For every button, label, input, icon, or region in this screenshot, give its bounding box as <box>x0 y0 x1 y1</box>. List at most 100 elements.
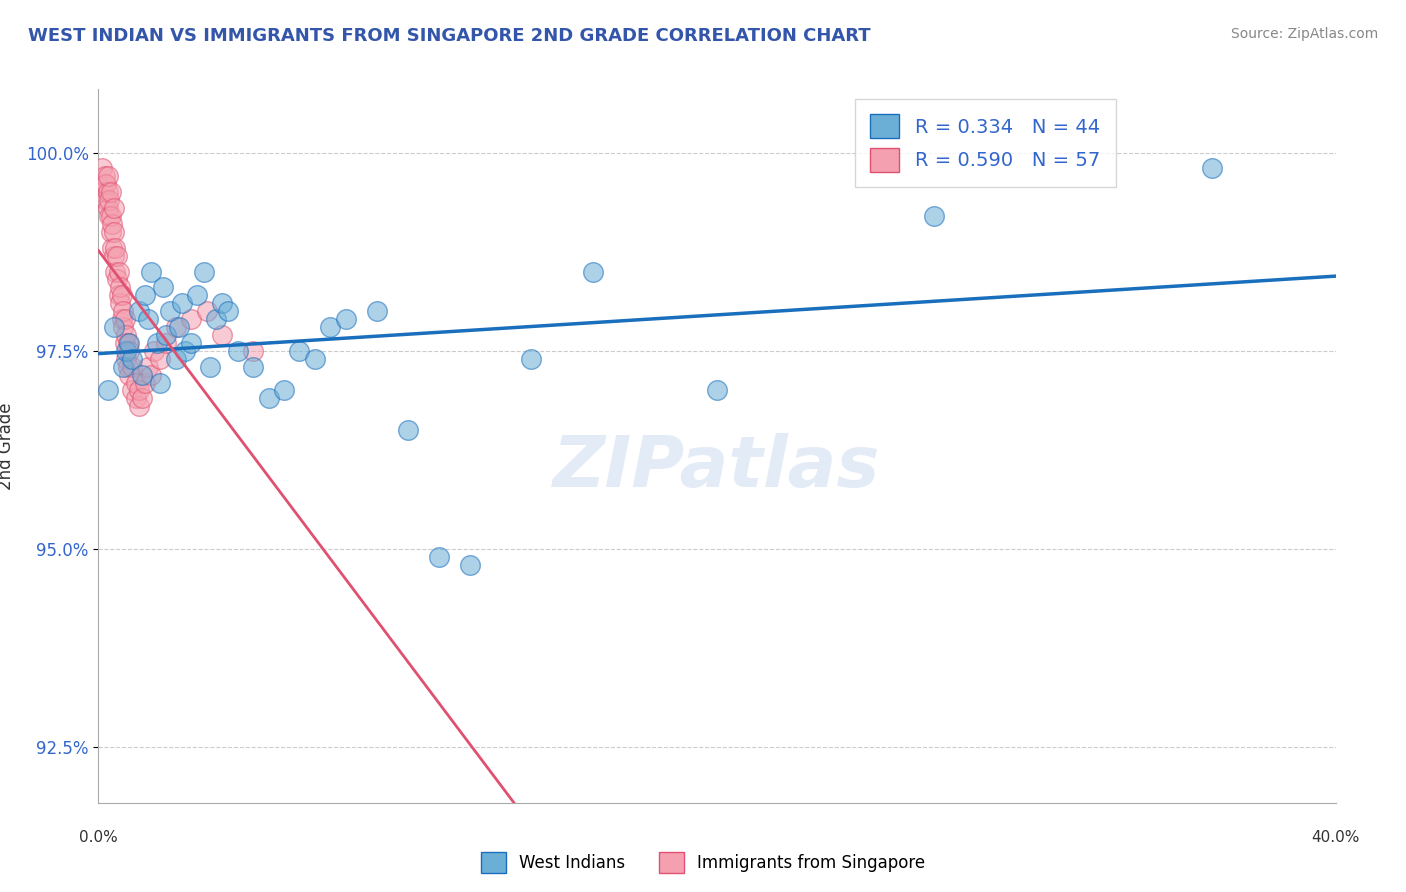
Point <box>186 288 208 302</box>
Point <box>193 264 215 278</box>
Point <box>111 312 132 326</box>
Point <box>143 343 166 358</box>
Point <box>100 225 122 239</box>
Point <box>139 368 162 382</box>
Point <box>195 304 218 318</box>
Point <box>98 209 121 223</box>
Text: 0.0%: 0.0% <box>79 830 118 845</box>
Point <box>103 201 125 215</box>
Point <box>155 335 177 350</box>
Point <box>226 343 249 358</box>
Point <box>112 320 135 334</box>
Point <box>111 288 132 302</box>
Point <box>101 241 124 255</box>
Point <box>174 343 197 358</box>
Point <box>165 351 187 366</box>
Point <box>97 201 120 215</box>
Point <box>146 335 169 350</box>
Point <box>97 186 120 200</box>
Point <box>128 400 150 414</box>
Point <box>117 359 139 374</box>
Text: WEST INDIAN VS IMMIGRANTS FROM SINGAPORE 2ND GRADE CORRELATION CHART: WEST INDIAN VS IMMIGRANTS FROM SINGAPORE… <box>28 27 870 45</box>
Point <box>170 296 193 310</box>
Legend: R = 0.334   N = 44, R = 0.590   N = 57: R = 0.334 N = 44, R = 0.590 N = 57 <box>855 99 1115 187</box>
Point <box>458 558 481 572</box>
Point <box>104 241 127 255</box>
Point <box>107 264 129 278</box>
Point <box>167 320 190 334</box>
Point <box>121 359 143 374</box>
Point <box>96 178 118 192</box>
Point <box>136 359 159 374</box>
Point <box>257 392 280 406</box>
Point <box>396 423 419 437</box>
Point <box>706 384 728 398</box>
Text: 40.0%: 40.0% <box>1312 830 1360 845</box>
Point <box>242 343 264 358</box>
Point <box>121 351 143 366</box>
Point <box>103 225 125 239</box>
Point <box>335 312 357 326</box>
Point <box>90 161 112 176</box>
Point <box>91 186 114 200</box>
Text: Source: ZipAtlas.com: Source: ZipAtlas.com <box>1230 27 1378 41</box>
Point <box>93 169 115 184</box>
Point <box>104 264 127 278</box>
Point <box>1201 161 1223 176</box>
Point <box>288 343 311 358</box>
Point <box>112 304 135 318</box>
Point <box>198 359 221 374</box>
Point <box>105 272 128 286</box>
Point <box>112 359 135 374</box>
Point <box>128 304 150 318</box>
Point <box>100 209 122 223</box>
Point <box>520 351 543 366</box>
Point <box>118 343 141 358</box>
Y-axis label: 2nd Grade: 2nd Grade <box>0 402 14 490</box>
Point <box>101 217 124 231</box>
Point <box>149 351 172 366</box>
Point <box>582 264 605 278</box>
Text: ZIPatlas: ZIPatlas <box>554 433 880 502</box>
Legend: West Indians, Immigrants from Singapore: West Indians, Immigrants from Singapore <box>474 846 932 880</box>
Point <box>217 304 239 318</box>
Point <box>211 296 233 310</box>
Point <box>96 193 118 207</box>
Point <box>108 296 131 310</box>
Point <box>103 320 125 334</box>
Point <box>118 368 141 382</box>
Point <box>115 328 138 343</box>
Point <box>117 335 139 350</box>
Point <box>319 320 342 334</box>
Point <box>304 351 326 366</box>
Point <box>152 280 174 294</box>
Point <box>149 376 172 390</box>
Point <box>427 549 450 564</box>
Point <box>273 384 295 398</box>
Point <box>205 312 228 326</box>
Point <box>108 280 131 294</box>
Point <box>136 312 159 326</box>
Point <box>100 186 122 200</box>
Point <box>134 376 156 390</box>
Point <box>131 392 153 406</box>
Point <box>180 335 202 350</box>
Point <box>211 328 233 343</box>
Point <box>103 249 125 263</box>
Point <box>131 368 153 382</box>
Point <box>118 335 141 350</box>
Point <box>124 376 146 390</box>
Point <box>114 335 136 350</box>
Point <box>105 249 128 263</box>
Point <box>922 209 945 223</box>
Point <box>97 384 120 398</box>
Point <box>93 178 115 192</box>
Point <box>115 343 138 358</box>
Point <box>134 288 156 302</box>
Point <box>165 320 187 334</box>
Point <box>121 384 143 398</box>
Point <box>139 264 162 278</box>
Point <box>242 359 264 374</box>
Point <box>97 169 120 184</box>
Point <box>159 304 181 318</box>
